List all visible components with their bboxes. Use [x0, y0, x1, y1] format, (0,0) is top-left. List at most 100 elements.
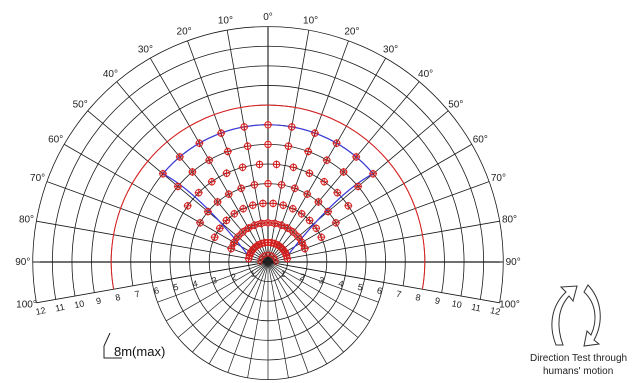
detection-marker [331, 218, 340, 227]
detection-marker [297, 209, 306, 218]
detection-marker-minor [232, 236, 239, 243]
distance-label: 11 [470, 302, 481, 314]
distance-label: 2 [230, 272, 237, 283]
detection-marker [284, 142, 293, 151]
detection-marker [279, 201, 288, 210]
detection-marker [210, 233, 219, 242]
distance-label: 5 [172, 282, 179, 293]
detection-marker-minor [287, 226, 294, 233]
detection-marker-minor [261, 219, 268, 226]
detection-marker [333, 188, 342, 197]
lower-spoke [267, 261, 370, 322]
distance-label: 9 [95, 295, 102, 306]
detection-marker [207, 177, 216, 186]
sensor-origin [265, 259, 271, 265]
detection-marker [203, 207, 212, 216]
detection-marker [188, 167, 197, 176]
detection-marker [322, 156, 331, 165]
radial-spoke [267, 220, 500, 263]
detection-marker [250, 221, 259, 230]
distance-label: 3 [318, 275, 325, 286]
radial-spoke [267, 181, 490, 263]
max-range-pointer-tip [103, 332, 111, 347]
detection-marker [264, 140, 272, 149]
detection-marker [317, 233, 326, 242]
radial-spoke [36, 220, 269, 263]
angle-labels: 0° 10° 20° 30° 40° 50° 60° 70° 80° 90° 100° 10° 20° 3… [15, 12, 521, 311]
lower-spoke [267, 261, 384, 283]
angle-label: 100° [16, 300, 37, 311]
lower-spoke [157, 261, 269, 303]
angle-label: 10° [303, 16, 318, 27]
detection-marker-minor [248, 223, 255, 230]
detection-marker [175, 152, 184, 161]
range-arc [32, 26, 504, 303]
angle-label: 0° [263, 12, 273, 23]
distance-label: 1 [249, 268, 256, 279]
angle-label: 90° [506, 257, 521, 268]
detection-marker [314, 197, 323, 206]
max-range-label: 8m(max) [114, 344, 165, 359]
max-range-pointer [103, 346, 122, 359]
lower-spoke [267, 261, 289, 378]
detection-marker [196, 218, 205, 227]
angle-label: 70° [30, 173, 45, 184]
angle-label: 40° [103, 69, 118, 80]
detection-marker-minor [300, 242, 307, 249]
angle-label: 30° [383, 45, 398, 56]
distance-label: 6 [153, 285, 160, 296]
lower-spoke [208, 261, 269, 364]
detection-marker-minor [266, 239, 273, 246]
detection-marker-minor [259, 240, 266, 247]
origin-marker [273, 259, 279, 265]
distance-label: 1 [280, 268, 287, 279]
detection-marker-minor [246, 253, 253, 260]
lower-spoke [227, 261, 269, 373]
detection-marker [324, 207, 333, 216]
angle-label: 50° [448, 99, 463, 110]
detection-marker-minor [282, 250, 289, 257]
detection-marker [303, 190, 312, 199]
lower-spoke [247, 261, 269, 378]
angle-label: 10° [218, 16, 233, 27]
detection-marker [352, 152, 361, 161]
detection-marker [305, 169, 314, 178]
angle-label: 80° [502, 214, 517, 225]
rotation-arrows-icon [551, 284, 601, 347]
detection-marker [290, 184, 299, 193]
detection-marker [248, 201, 257, 210]
angle-label: 100° [499, 300, 520, 311]
radial-spoke [46, 181, 269, 263]
detection-marker [305, 216, 314, 225]
detection-marker-minor [270, 240, 277, 247]
detection-marker [258, 199, 267, 208]
detection-marker-minor [256, 241, 263, 248]
lower-spoke [177, 261, 269, 338]
max-range-circle [110, 104, 426, 290]
detection-marker [222, 216, 231, 225]
distance-label: 5 [357, 282, 364, 293]
distance-label: 4 [192, 278, 199, 289]
detection-marker [173, 182, 182, 191]
detection-marker [158, 169, 167, 178]
distance-label: 7 [395, 289, 402, 300]
detection-marker [287, 122, 296, 131]
detection-marker [300, 244, 309, 253]
distance-label: 2 [299, 272, 306, 283]
distance-label: 10 [451, 298, 463, 310]
detection-marker [310, 129, 319, 138]
detection-marker [205, 156, 214, 165]
detection-marker-minor [283, 253, 290, 260]
detection-marker [183, 201, 192, 210]
lower-spoke [267, 261, 344, 353]
detection-marker-minor [254, 221, 261, 228]
detection-marker [237, 184, 246, 193]
detection-marker-minor [229, 242, 236, 249]
detection-marker [195, 139, 204, 148]
detection-marker [264, 179, 272, 188]
lower-spoke [152, 261, 269, 283]
detection-marker [339, 167, 348, 176]
detection-marker [289, 163, 298, 172]
angle-label: 20° [344, 27, 359, 38]
